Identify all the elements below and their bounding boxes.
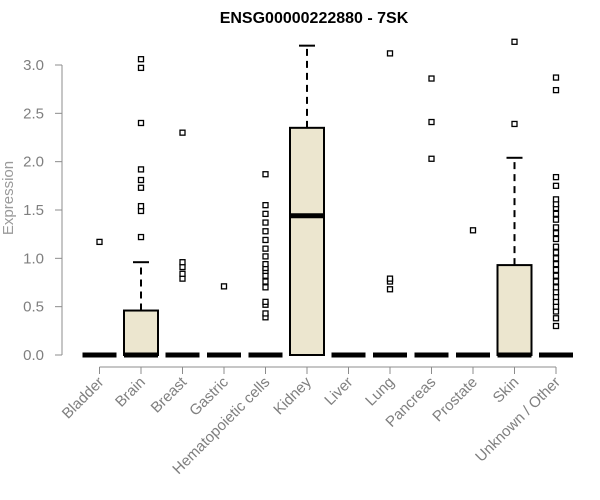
y-tick-label: 2.0 bbox=[23, 154, 44, 171]
x-tick-label: Breast bbox=[148, 373, 191, 416]
outlier-point bbox=[262, 210, 269, 218]
outlier-point bbox=[262, 171, 269, 178]
outlier-point bbox=[552, 235, 560, 243]
y-axis: 0.0 0.5 1.0 1.5 2.0 2.5 3.0 bbox=[23, 57, 63, 364]
outlier-point bbox=[262, 245, 269, 252]
outlier-point bbox=[137, 202, 145, 210]
plot-area bbox=[82, 38, 573, 358]
y-tick-label: 2.5 bbox=[23, 105, 44, 122]
outlier-point bbox=[428, 155, 435, 162]
y-tick-label: 1.5 bbox=[23, 202, 44, 219]
outlier-point bbox=[428, 75, 435, 82]
x-tick-label: Lung bbox=[362, 374, 398, 410]
outlier-point bbox=[552, 216, 560, 223]
outlier-point bbox=[386, 50, 394, 57]
y-axis-title: Expression bbox=[0, 161, 17, 235]
outlier-point bbox=[511, 120, 518, 128]
y-tick-label: 1.0 bbox=[23, 250, 44, 267]
outlier-point bbox=[428, 118, 435, 126]
outlier-point bbox=[511, 38, 518, 45]
box-5 bbox=[248, 171, 283, 358]
box-2 bbox=[123, 56, 159, 358]
outlier-point bbox=[552, 260, 560, 268]
outlier-point bbox=[552, 224, 560, 231]
outlier-point bbox=[552, 182, 560, 189]
box-body bbox=[496, 264, 533, 356]
outlier-point bbox=[552, 266, 560, 274]
y-tick-label: 0.5 bbox=[23, 299, 44, 316]
x-tick-label: Kidney bbox=[270, 373, 315, 418]
outlier-point bbox=[552, 315, 560, 322]
outlier-point bbox=[179, 259, 186, 266]
outlier-point bbox=[96, 238, 103, 246]
outlier-point bbox=[552, 173, 560, 181]
y-tick-label: 0.0 bbox=[23, 347, 44, 364]
x-tick-label: Prostate bbox=[429, 374, 481, 426]
outlier-point bbox=[552, 272, 560, 279]
outlier-point bbox=[262, 202, 269, 209]
outlier-point bbox=[137, 64, 145, 72]
box-8 bbox=[373, 50, 407, 358]
box-12 bbox=[539, 74, 573, 358]
outlier-point bbox=[469, 227, 477, 234]
outlier-point bbox=[552, 249, 560, 256]
outlier-point bbox=[262, 260, 269, 268]
y-tick-label: 3.0 bbox=[23, 57, 44, 74]
outlier-point bbox=[262, 236, 269, 244]
x-tick-label: Skin bbox=[490, 374, 523, 407]
outlier-point bbox=[262, 219, 269, 226]
outlier-point bbox=[552, 196, 560, 203]
box-10 bbox=[456, 227, 490, 358]
box-4 bbox=[207, 283, 241, 358]
outlier-point bbox=[137, 176, 145, 184]
outlier-point bbox=[262, 253, 269, 260]
outlier-point bbox=[552, 278, 560, 285]
outlier-point bbox=[137, 184, 145, 191]
box-11 bbox=[496, 38, 533, 358]
outlier-point bbox=[386, 275, 394, 282]
outlier-point bbox=[552, 74, 560, 81]
box-body bbox=[289, 126, 325, 356]
x-tick-label: Liver bbox=[321, 374, 356, 409]
chart-title: ENSG00000222880 - 7SK bbox=[220, 10, 409, 27]
box-6 bbox=[289, 44, 325, 356]
x-tick-label: Brain bbox=[112, 374, 149, 411]
outlier-point bbox=[552, 243, 560, 250]
box-body bbox=[123, 309, 159, 356]
outlier-point bbox=[137, 166, 145, 173]
outlier-point bbox=[179, 270, 186, 277]
outlier-point bbox=[262, 310, 269, 317]
outlier-point bbox=[552, 322, 560, 330]
box-9 bbox=[414, 75, 449, 358]
outlier-point bbox=[552, 210, 560, 218]
outlier-point bbox=[137, 119, 145, 127]
box-1 bbox=[82, 238, 117, 358]
outlier-point bbox=[179, 129, 186, 136]
outlier-point bbox=[262, 278, 269, 285]
outlier-point bbox=[262, 298, 269, 305]
x-tick-label: Bladder bbox=[59, 374, 108, 423]
outlier-point bbox=[552, 86, 560, 94]
outlier-point bbox=[386, 286, 394, 293]
outlier-point bbox=[552, 284, 560, 291]
outlier-point bbox=[220, 283, 228, 290]
outlier-point bbox=[137, 233, 145, 241]
outlier-point bbox=[552, 255, 560, 262]
outlier-point bbox=[262, 284, 269, 291]
outlier-point bbox=[137, 56, 145, 63]
outlier-point bbox=[552, 230, 560, 237]
box-3 bbox=[165, 129, 200, 358]
outlier-point bbox=[262, 228, 269, 235]
